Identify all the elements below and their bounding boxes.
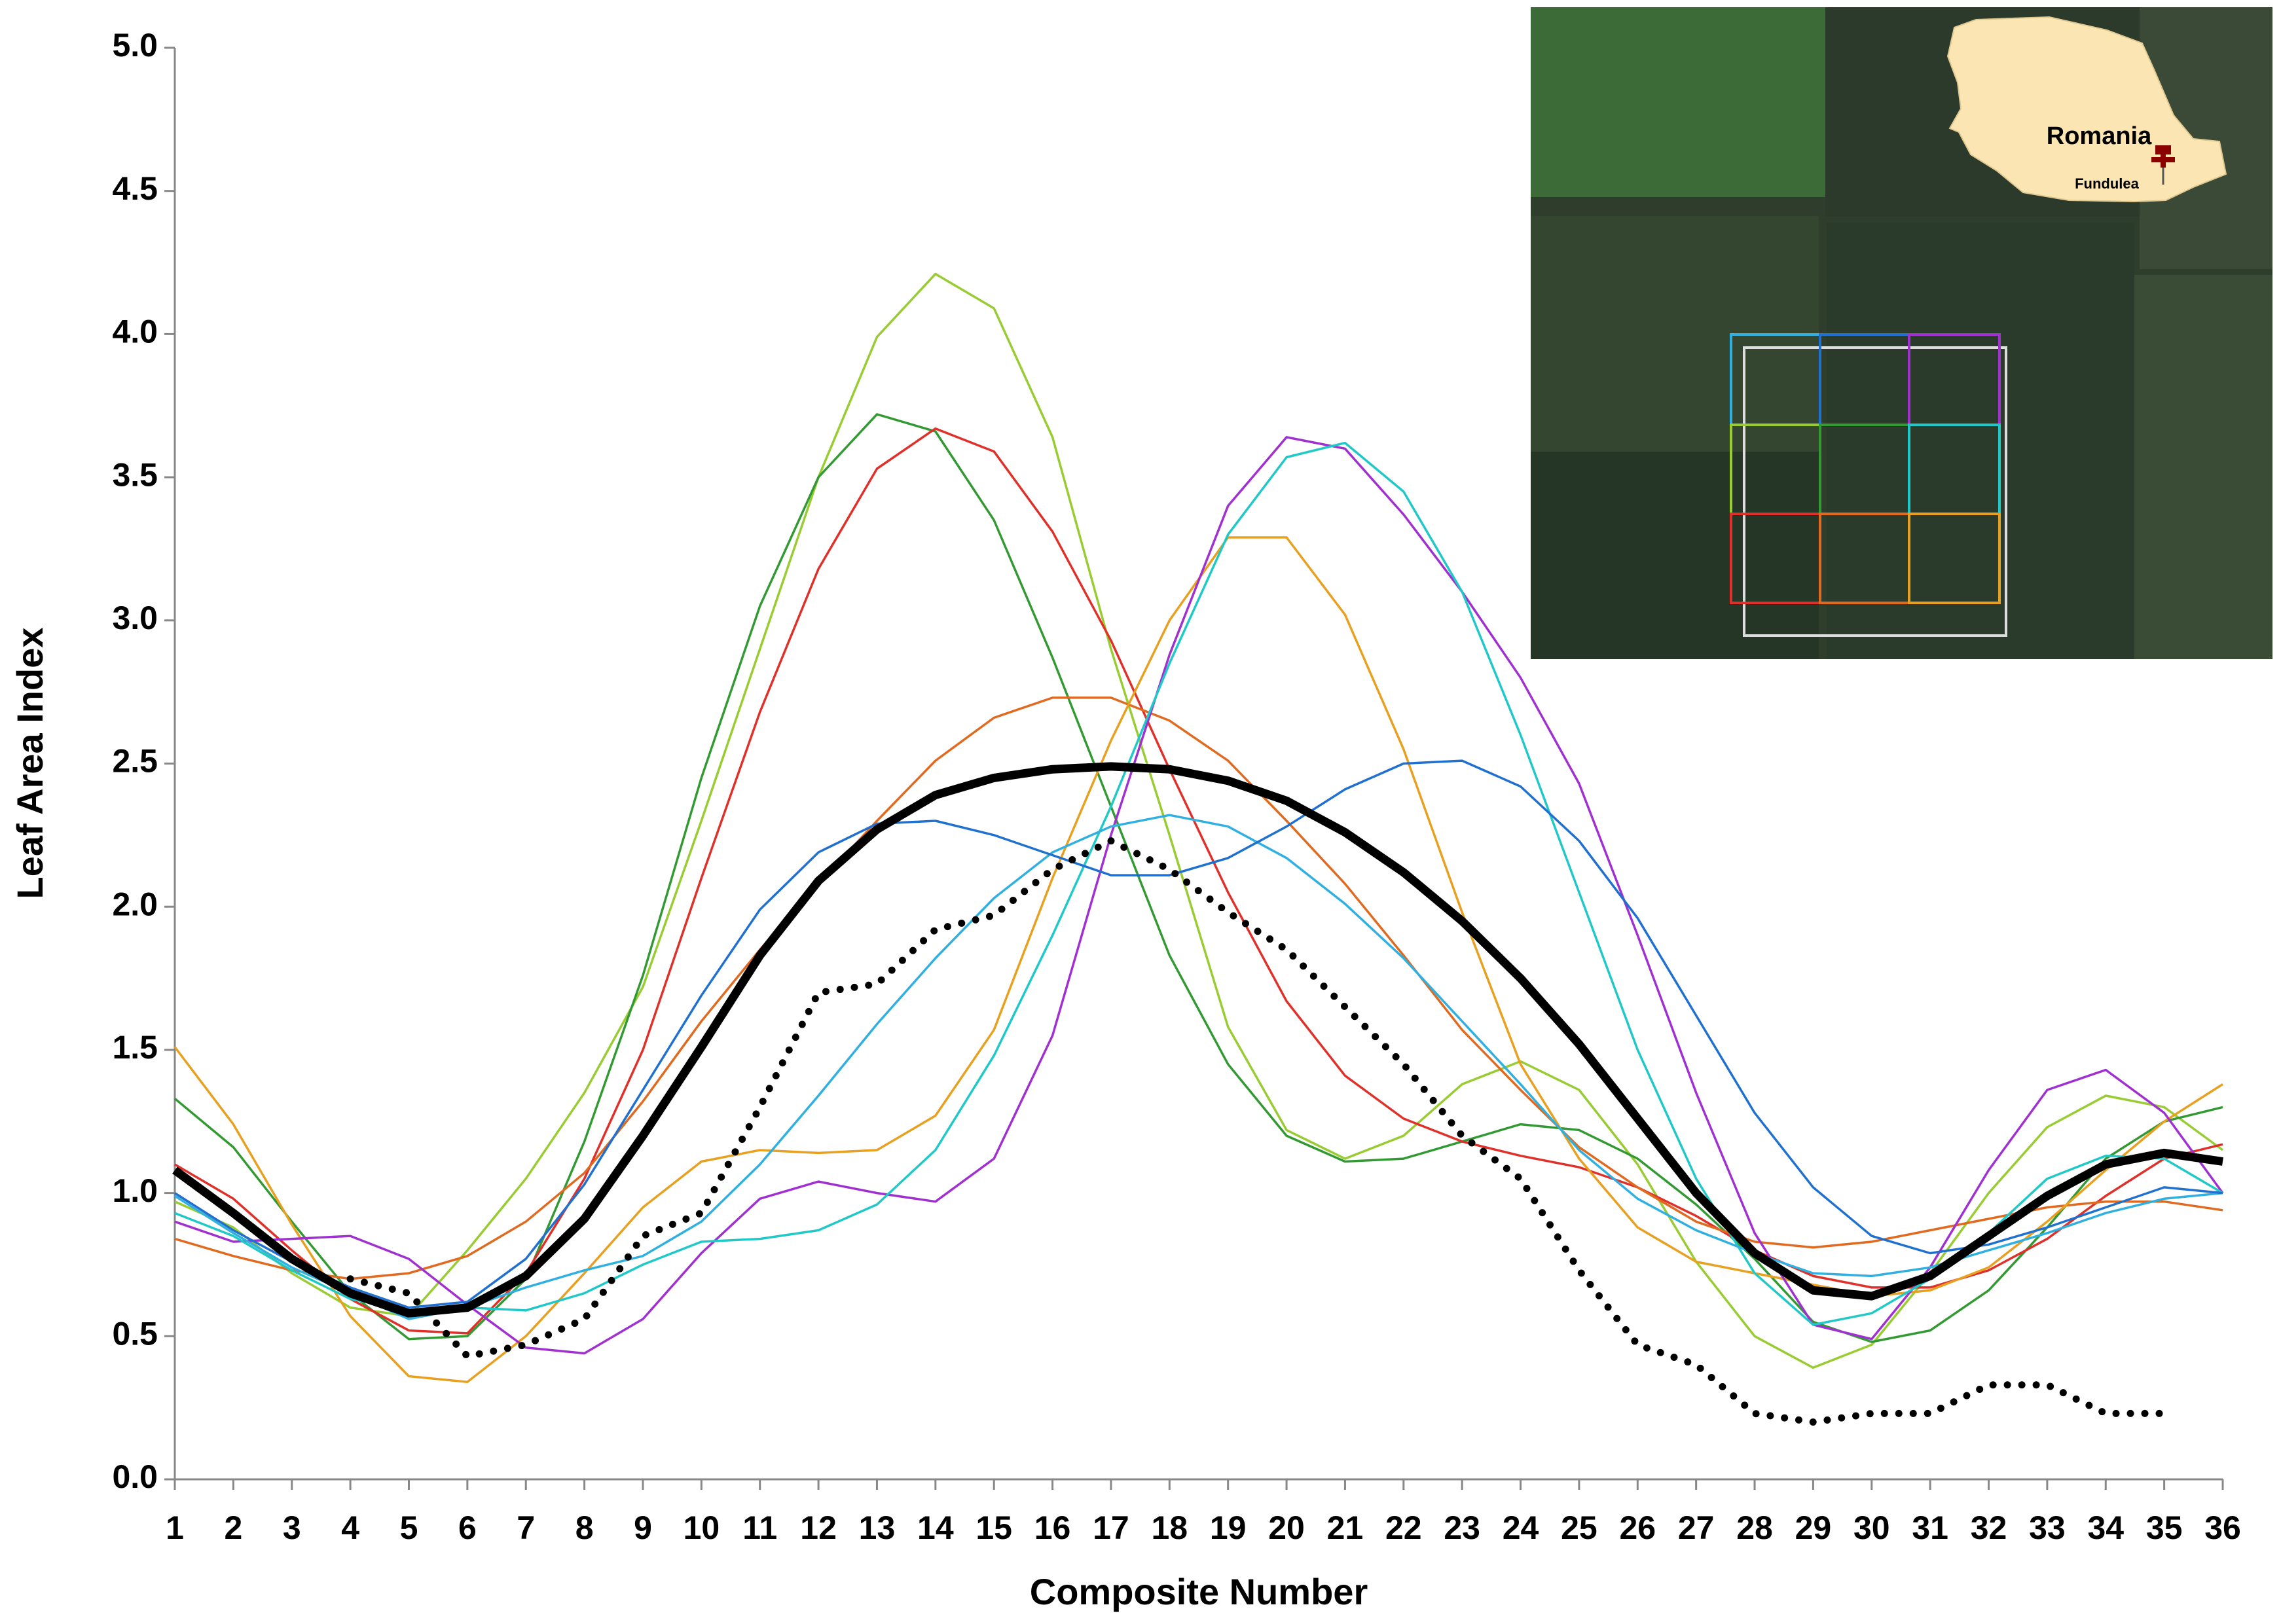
x-tick-label: 11 [742,1509,777,1546]
y-tick-label: 2.0 [112,886,158,922]
series-line [174,441,2223,1326]
x-tick-label: 16 [1034,1509,1071,1546]
field [2134,275,2272,659]
x-tick-label: 4 [341,1509,359,1546]
field [1827,223,2134,659]
x-tick-label: 8 [575,1509,594,1546]
x-tick-label: 17 [1093,1509,1129,1546]
field [1531,452,1819,659]
x-tick-label: 24 [1503,1509,1539,1546]
series-line [346,837,2168,1426]
y-tick-label: 1.5 [112,1029,158,1066]
x-tick-label: 9 [634,1509,652,1546]
x-tick-label: 36 [2204,1509,2241,1546]
x-tick-label: 22 [1385,1509,1422,1546]
y-tick-label: 0.5 [112,1316,158,1352]
x-tick-label: 25 [1561,1509,1597,1546]
x-tick-label: 2 [224,1509,242,1546]
y-tick-label: 4.5 [112,170,158,207]
x-tick-label: 15 [976,1509,1012,1546]
series-line [174,759,2223,1309]
series-line [173,536,2223,1384]
y-tick-label: 1.0 [112,1172,158,1209]
y-tick-label: 3.0 [112,600,158,636]
x-tick-label: 19 [1210,1509,1247,1546]
y-tick-label: 4.0 [112,314,158,350]
x-tick-label: 28 [1736,1509,1773,1546]
series-line [173,413,2223,1343]
country-label: Romania [2047,122,2152,150]
series-line [174,272,2224,1369]
x-tick-label: 5 [400,1509,418,1546]
x-tick-label: 6 [458,1509,477,1546]
x-tick-label: 12 [800,1509,837,1546]
x-tick-label: 10 [684,1509,720,1546]
x-tick-label: 14 [917,1509,954,1546]
y-tick-label: 2.5 [112,743,158,780]
series-line [174,436,2224,1355]
series-line [172,762,2223,1318]
x-tick-label: 26 [1619,1509,1656,1546]
y-axis-title: Leaf Area Index [9,628,50,899]
x-tick-label: 1 [166,1509,184,1546]
x-tick-label: 13 [859,1509,896,1546]
x-tick-label: 31 [1912,1509,1948,1546]
x-tick-label: 33 [2029,1509,2066,1546]
country-shape [1946,16,2227,203]
y-tick-label: 3.5 [112,456,158,493]
series-line [174,814,2223,1320]
x-tick-label: 34 [2087,1509,2124,1546]
x-tick-label: 20 [1268,1509,1305,1546]
y-tick-label: 0.0 [112,1458,158,1495]
x-tick-label: 18 [1152,1509,1188,1546]
series-line [174,696,2223,1280]
inset-map: Romania Fundulea [1531,7,2272,659]
x-tick-label: 35 [2146,1509,2183,1546]
x-tick-label: 30 [1853,1509,1890,1546]
x-axis-title: Composite Number [1030,1571,1368,1612]
x-tick-label: 3 [283,1509,301,1546]
x-tick-label: 23 [1444,1509,1480,1546]
sample-grid [1730,333,2007,637]
x-tick-label: 29 [1795,1509,1832,1546]
x-tick-label: 7 [517,1509,535,1546]
x-tick-label: 21 [1327,1509,1364,1546]
y-tick-label: 5.0 [112,27,158,63]
x-tick-label: 27 [1678,1509,1715,1546]
pin [2151,145,2175,185]
site-label: Fundulea [2075,175,2140,192]
field [1531,7,1825,197]
x-tick-label: 32 [1971,1509,2007,1546]
